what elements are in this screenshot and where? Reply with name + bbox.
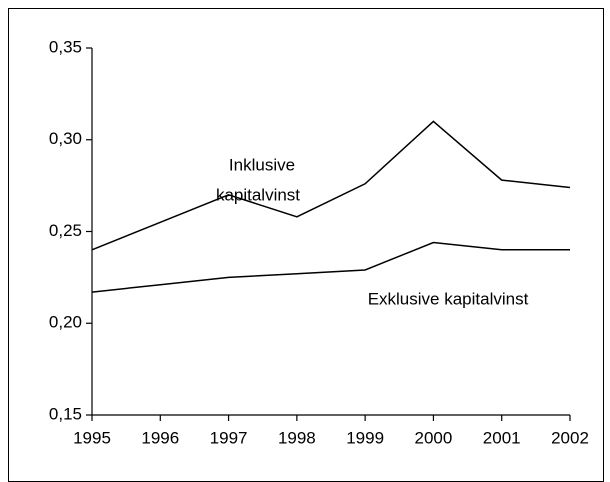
x-tick-label: 2002 [551, 428, 589, 447]
annotation: Inklusive [229, 155, 295, 174]
x-tick-label: 2000 [415, 428, 453, 447]
y-tick-label: 0,30 [49, 129, 82, 148]
x-tick-label: 1996 [141, 428, 179, 447]
y-tick-label: 0,35 [49, 37, 82, 56]
data-line [91, 241, 570, 293]
data-line [91, 120, 571, 251]
annotation: kapitalvinst [216, 185, 300, 204]
x-tick-label: 1998 [278, 428, 316, 447]
annotation: Exklusive kapitalvinst [368, 289, 529, 308]
x-tick-label: 1999 [346, 428, 384, 447]
y-tick-label: 0,15 [49, 404, 82, 423]
y-tick-label: 0,25 [49, 221, 82, 240]
chart-frame [8, 8, 604, 482]
x-tick-label: 2001 [483, 428, 521, 447]
x-tick-label: 1997 [210, 428, 248, 447]
y-tick-label: 0,20 [49, 313, 82, 332]
x-tick-label: 1995 [73, 428, 111, 447]
